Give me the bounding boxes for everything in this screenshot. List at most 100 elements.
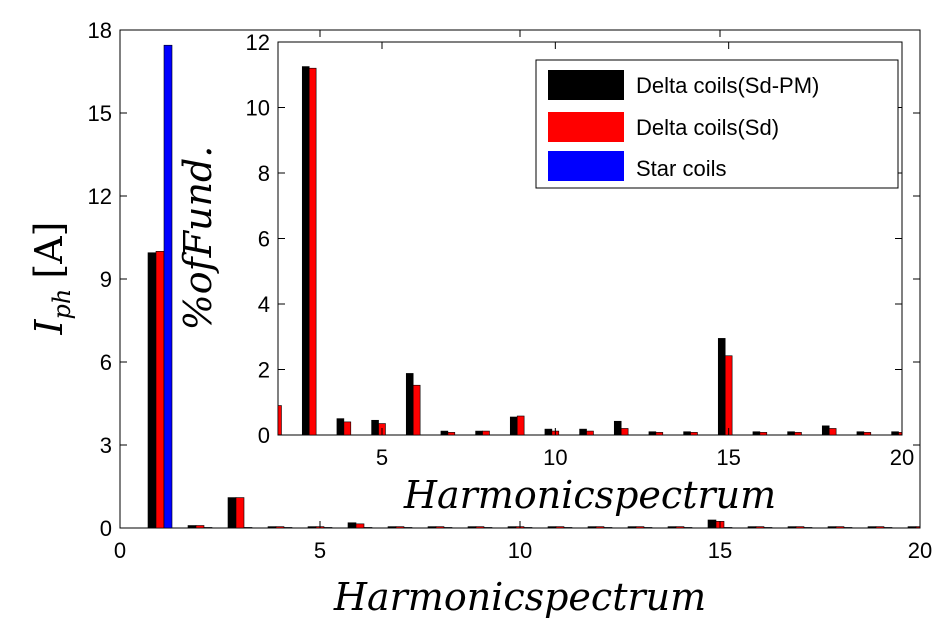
main-bar xyxy=(755,526,765,529)
inset-bar xyxy=(343,421,352,436)
main-bar xyxy=(195,525,205,529)
inset-bar xyxy=(794,432,802,436)
inset-y-tick-label: 12 xyxy=(246,30,270,55)
inset-bar xyxy=(579,428,587,436)
main-bar xyxy=(203,527,213,529)
inset-bar xyxy=(690,432,698,436)
main-bar xyxy=(267,526,277,529)
main-bar xyxy=(155,251,165,529)
main-bar xyxy=(683,527,693,529)
legend-swatch-delta-sd-pm xyxy=(548,70,624,100)
main-x-tick-label: 0 xyxy=(114,538,126,563)
main-bar xyxy=(235,497,245,529)
main-bar xyxy=(635,526,645,529)
main-bar xyxy=(323,527,333,529)
main-bar xyxy=(363,527,373,529)
main-bar xyxy=(795,526,805,529)
main-bar xyxy=(643,527,653,529)
main-bar xyxy=(395,526,405,529)
main-y-tick-label: 9 xyxy=(100,267,112,292)
inset-bar xyxy=(787,431,795,436)
inset-x-tick-label: 10 xyxy=(543,445,567,470)
inset-y-tick-label: 2 xyxy=(258,358,270,383)
inset-bar xyxy=(648,431,657,436)
main-bar xyxy=(347,522,357,529)
main-bar xyxy=(803,527,813,529)
main-bar xyxy=(227,497,237,529)
main-y-tick-label: 0 xyxy=(100,516,112,541)
inset-bar xyxy=(301,66,310,436)
inset-bar xyxy=(277,405,282,436)
main-bar xyxy=(307,526,317,529)
main-bar xyxy=(603,527,613,529)
inset-bar xyxy=(717,338,726,436)
legend-label-delta-sd: Delta coils(Sd) xyxy=(636,115,779,140)
inset-y-tick-label: 4 xyxy=(258,292,270,317)
main-bar xyxy=(883,527,893,529)
main-bar xyxy=(387,526,397,529)
main-bar xyxy=(835,526,845,529)
main-bar xyxy=(595,526,605,529)
inset-bar xyxy=(509,416,518,436)
main-bar xyxy=(355,523,365,529)
legend-swatch-star xyxy=(548,151,624,181)
inset-x-tick-label: 20 xyxy=(890,445,914,470)
main-bar xyxy=(283,527,293,529)
inset-bar xyxy=(447,432,456,436)
inset-bar xyxy=(336,418,345,436)
main-bar xyxy=(827,526,837,529)
main-bar xyxy=(587,526,597,529)
main-y-tick-label: 15 xyxy=(88,101,112,126)
inset-bar xyxy=(856,431,865,436)
inset-bar xyxy=(655,432,664,436)
inset-bar xyxy=(613,420,622,436)
main-y-tick-label: 18 xyxy=(88,18,112,43)
legend: Delta coils(Sd-PM) Delta coils(Sd) Star … xyxy=(535,59,899,189)
main-ticks: 0 5 10 15 20 0 3 6 9 12 15 18 xyxy=(88,18,933,563)
main-bar xyxy=(163,44,173,529)
main-xlabel: Harmonicspectrum xyxy=(333,575,706,619)
main-ylabel-subscript: ph xyxy=(48,289,76,320)
main-ylabel: Iph [A] xyxy=(27,222,76,336)
inset-bar xyxy=(412,384,421,436)
inset-bar xyxy=(475,430,483,436)
main-y-tick-label: 3 xyxy=(100,433,112,458)
inset-ylabel: %ofFund. xyxy=(176,146,220,331)
main-bar xyxy=(667,526,677,529)
inset-bar xyxy=(586,430,594,436)
main-bar xyxy=(563,527,573,529)
main-ylabel-symbol: I xyxy=(27,318,71,335)
main-x-tick-label: 15 xyxy=(708,538,732,563)
main-bar xyxy=(435,526,445,529)
main-x-tick-label: 5 xyxy=(314,538,326,563)
main-bar xyxy=(555,526,565,529)
main-bar xyxy=(723,527,733,529)
main-bar xyxy=(243,527,253,529)
main-bar xyxy=(403,527,413,529)
svg-text:Iph[A]: Iph [A] xyxy=(27,222,76,336)
inset-x-tick-label: 15 xyxy=(716,445,740,470)
main-bar xyxy=(707,519,717,529)
main-x-tick-label: 10 xyxy=(508,538,532,563)
main-bar xyxy=(187,525,197,529)
main-x-tick-label: 20 xyxy=(908,538,932,563)
main-bar xyxy=(507,526,517,529)
main-y-tick-label: 6 xyxy=(100,350,112,375)
inset-bar xyxy=(821,425,830,436)
inset-bar xyxy=(863,432,872,436)
inset-y-tick-label: 6 xyxy=(258,227,270,252)
inset-y-tick-label: 10 xyxy=(246,96,270,121)
legend-label-star: Star coils xyxy=(636,156,726,181)
main-bar xyxy=(443,527,453,529)
main-bar xyxy=(787,526,797,529)
main-bar xyxy=(147,252,157,529)
main-bars xyxy=(147,44,921,529)
inset-bar xyxy=(752,431,761,436)
inset-bar xyxy=(683,431,691,436)
main-y-tick-label: 12 xyxy=(88,184,112,209)
main-bar xyxy=(275,526,285,529)
main-bar xyxy=(547,526,557,529)
main-bar xyxy=(523,527,533,529)
main-ylabel-unit: [A] xyxy=(27,222,71,279)
